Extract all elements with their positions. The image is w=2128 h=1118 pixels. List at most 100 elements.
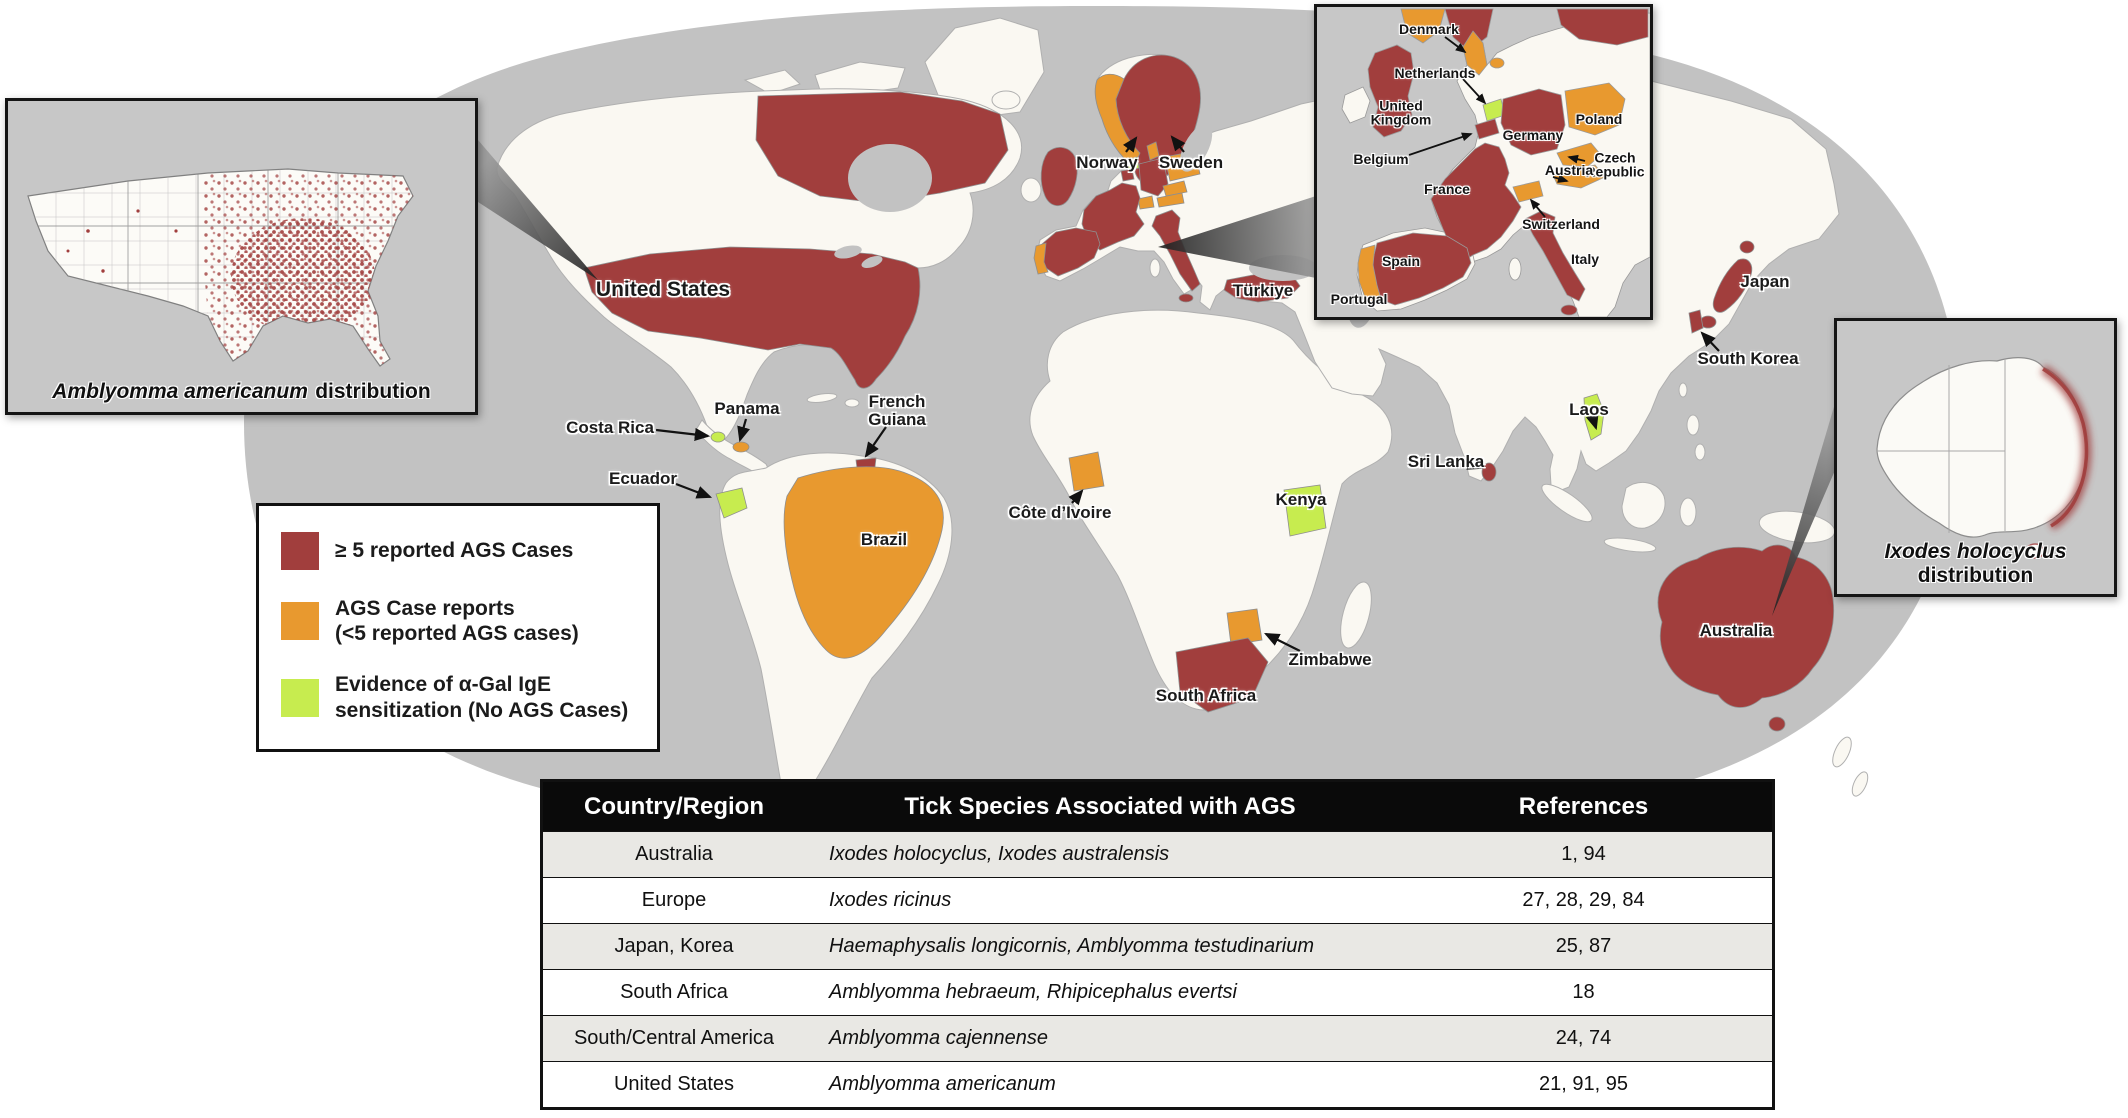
cell-species: Amblyomma cajennense: [829, 1027, 1048, 1049]
country-japan-honshu: [1712, 258, 1753, 313]
europe-inset: Denmark Netherlands United Kingdom Belgi…: [1314, 4, 1653, 320]
inset-connectors: [478, 140, 1836, 616]
us-inset-caption-rest: distribution: [315, 380, 431, 403]
sulawesi: [1679, 497, 1697, 527]
europe-label-denmark: Denmark: [1399, 20, 1459, 37]
sicily: [1178, 293, 1194, 303]
country-australia: [1657, 544, 1835, 708]
map-legend: ≥ 5 reported AGS Cases AGS Case reports …: [256, 503, 660, 752]
inset-portugal: [1357, 244, 1382, 304]
new-zealand-north: [1832, 736, 1852, 768]
australia-inset-caption-rest: distribution: [1917, 563, 2034, 587]
inset-switzerland: [1512, 180, 1544, 203]
cell-references: 25, 87: [1555, 935, 1612, 957]
table-row: South Africa Amblyomma hebraeum, Rhipice…: [543, 969, 1772, 1015]
us-distribution-inset: Amblyomma americanum distribution: [5, 98, 478, 415]
europe-map: [1341, 8, 1650, 317]
iceland: [991, 90, 1021, 110]
table-body: Australia Ixodes holocyclus, Ixodes aust…: [543, 831, 1772, 1107]
cell-region: Europe: [641, 889, 707, 911]
country-united-states: [583, 246, 921, 389]
europe-label-united-kingdom: United Kingdom: [1370, 97, 1432, 128]
cell-species: Ixodes ricinus: [829, 889, 952, 911]
us-inset-caption: Amblyomma americanum distribution: [8, 380, 475, 404]
ireland: [1020, 177, 1042, 203]
tasmania: [1768, 716, 1786, 732]
europe-label-belgium: Belgium: [1353, 150, 1409, 167]
country-denmark: [1146, 141, 1160, 161]
table-row: Japan, Korea Haemaphysalis longicornis, …: [543, 923, 1772, 969]
country-sri-lanka: [1481, 462, 1497, 482]
legend-item-ags-low: AGS Case reports (<5 reported AGS cases): [281, 596, 635, 646]
europe-label-germany: Germany: [1502, 126, 1564, 143]
country-south-africa: [1175, 637, 1269, 713]
europe-label-netherlands: Netherlands: [1394, 64, 1476, 81]
inset-denmark-isles: [1489, 57, 1505, 69]
europe-inset-arrows: [1408, 36, 1586, 218]
tick-species-table: Country/Region Tick Species Associated w…: [540, 779, 1775, 1110]
taiwan: [1678, 382, 1688, 398]
australia-inset-connector: [1772, 400, 1836, 616]
australia-tasmania: [2025, 543, 2045, 559]
cell-references: 1, 94: [1561, 843, 1606, 865]
legend-label-ags-high: ≥ 5 reported AGS Cases: [335, 539, 574, 563]
table-row: Australia Ixodes holocyclus, Ixodes aust…: [543, 831, 1772, 877]
us-inset-connector: [478, 140, 598, 280]
us-distribution-map: [27, 168, 414, 367]
australia-inset-caption-species: Ixodes holocyclus: [1884, 539, 2067, 563]
cell-region: Australia: [635, 843, 713, 865]
cell-species: Haemaphysalis longicornis, Amblyomma tes…: [829, 935, 1315, 957]
europe-label-france: France: [1424, 180, 1470, 197]
arrow-cote-divoire: [1068, 489, 1084, 506]
arctic-islands-2: [743, 69, 801, 95]
cuba: [806, 393, 838, 403]
cell-region: Japan, Korea: [614, 935, 734, 957]
inset-united-kingdom: [1367, 44, 1415, 138]
europe-inset-connector: [1158, 196, 1316, 278]
label-arrows: [655, 135, 1720, 652]
great-lakes-2: [861, 255, 883, 269]
inset-italy: [1524, 210, 1586, 302]
inset-germany: [1500, 88, 1566, 156]
europe-label-spain: Spain: [1381, 252, 1421, 269]
inset-sicily: [1560, 304, 1578, 316]
europe-label-switzerland: Switzerland: [1522, 215, 1600, 232]
arrow-laos: [1585, 413, 1599, 431]
arrow-ecuador: [675, 482, 713, 499]
legend-swatch-ags-high: [281, 532, 319, 570]
europe-label-italy: Italy: [1570, 250, 1600, 267]
country-japan-hokkaido: [1739, 240, 1755, 254]
country-switzerland: [1137, 195, 1155, 210]
philippines: [1686, 414, 1700, 436]
country-austria: [1156, 192, 1185, 208]
cell-species: Amblyomma americanum: [829, 1073, 1056, 1095]
tick-distribution-speckles: [66, 171, 413, 366]
country-ecuador: [715, 487, 748, 519]
great-lakes: [834, 245, 862, 259]
inset-sardinia: [1508, 257, 1522, 281]
ags-countries: [583, 54, 1835, 732]
cell-species: Ixodes holocyclus, Ixodes australensis: [829, 843, 1170, 865]
arrow-panama: [737, 418, 750, 443]
arrow-sri-lanka: [1466, 457, 1484, 470]
europe-label-czech-republic: Czech Republic: [1585, 149, 1645, 180]
country-south-korea: [1688, 309, 1704, 334]
cell-references: 27, 28, 29, 84: [1522, 889, 1645, 911]
country-cote-divoire: [1068, 451, 1105, 492]
table-row: United States Amblyomma americanum 21, 9…: [543, 1061, 1772, 1107]
country-portugal: [1033, 242, 1049, 275]
arrow-south-korea: [1700, 331, 1720, 352]
country-brazil: [783, 466, 944, 659]
australia-inset-caption: Ixodes holocyclus distribution: [1837, 540, 2114, 588]
cell-region: South/Central America: [573, 1027, 775, 1049]
inset-belgium: [1474, 118, 1500, 140]
arrow-norway: [1122, 136, 1138, 153]
madagascar: [1340, 581, 1372, 649]
new-zealand-south: [1851, 771, 1869, 797]
europe-label-portugal: Portugal: [1330, 290, 1388, 307]
table-row: South/Central America Amblyomma cajennen…: [543, 1015, 1772, 1061]
africa: [1029, 309, 1393, 711]
sumatra: [1541, 483, 1593, 523]
legend-label-ags-low: AGS Case reports (<5 reported AGS cases): [335, 597, 579, 646]
